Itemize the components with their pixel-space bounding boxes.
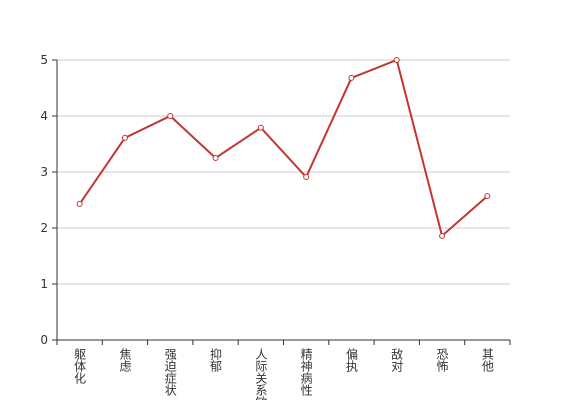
data-point: [212, 155, 219, 161]
y-tick-label: 2: [40, 221, 48, 235]
y-tick-label: 3: [40, 165, 48, 179]
data-point: [167, 113, 174, 119]
data-point: [76, 200, 83, 207]
x-tick-label: 偏执: [344, 347, 358, 373]
x-tick-label: 强迫症状: [163, 348, 177, 396]
data-line: [78, 58, 489, 238]
data-point: [439, 232, 446, 239]
x-tick-label: 人际关系敏感: [254, 348, 268, 400]
data-point: [393, 57, 400, 63]
x-tick-label: 敌对: [390, 347, 404, 372]
x-tick-label: 其他: [480, 348, 494, 372]
data-point: [121, 134, 128, 141]
x-tick-label: 恐怖: [435, 348, 449, 372]
y-tick-label: 4: [40, 109, 48, 123]
data-point: [257, 124, 264, 131]
x-tick-label: 精神病性: [299, 348, 313, 397]
y-tick-label: 1: [40, 277, 48, 291]
y-tick-label: 5: [40, 53, 48, 67]
x-tick-label: 焦虑: [118, 348, 132, 372]
x-tick-label: 躯体化: [73, 347, 87, 385]
x-tick-label: 抑郁: [209, 347, 223, 373]
y-tick-label: 0: [40, 333, 48, 347]
data-point: [348, 74, 355, 81]
data-point: [303, 174, 310, 181]
data-point: [484, 193, 491, 200]
